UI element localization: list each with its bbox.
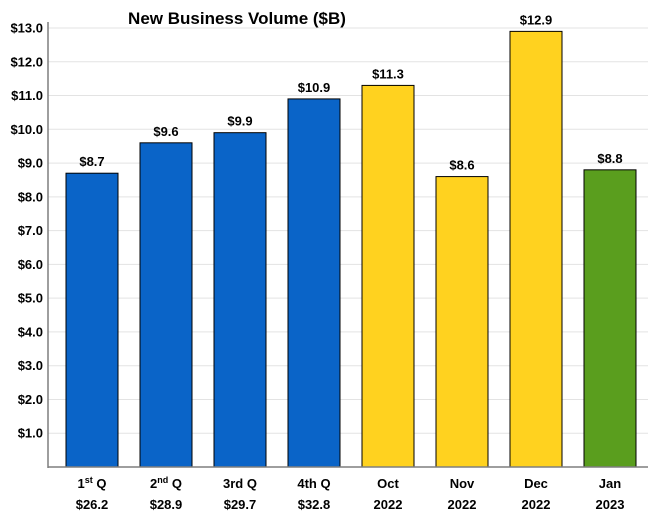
x-category-sublabel: $28.9	[150, 497, 183, 512]
data-label: $8.7	[79, 154, 104, 169]
x-category-sublabel: 2022	[522, 497, 551, 512]
data-label: $8.6	[449, 158, 474, 173]
bar	[583, 169, 637, 468]
x-category-sublabel: $29.7	[224, 497, 257, 512]
y-tick-label: $12.0	[10, 54, 43, 69]
y-tick-label: $10.0	[10, 122, 43, 137]
x-category-sublabel: $26.2	[76, 497, 109, 512]
y-tick-label: $5.0	[18, 291, 43, 306]
x-category-sublabel: $32.8	[298, 497, 331, 512]
bar	[65, 172, 119, 468]
data-label: $9.6	[153, 124, 178, 139]
y-tick-label: $7.0	[18, 223, 43, 238]
data-label: $10.9	[298, 80, 331, 95]
y-tick-label: $2.0	[18, 392, 43, 407]
x-category-label: 2nd Q	[150, 475, 182, 491]
x-category-label: Dec	[524, 476, 548, 491]
data-labels: $8.7 $9.6 $9.9 $10.9 $11.3 $8.6 $12.9 $8.8	[79, 12, 622, 172]
x-category-sublabel: 2023	[596, 497, 625, 512]
x-category-label: 4th Q	[297, 476, 330, 491]
x-category-label: Jan	[599, 476, 621, 491]
x-category-label: 3rd Q	[223, 476, 257, 491]
bar	[361, 84, 415, 468]
y-tick-label: $9.0	[18, 156, 43, 171]
y-tick-label: $1.0	[18, 426, 43, 441]
bar	[139, 142, 193, 468]
bars	[65, 30, 637, 468]
y-tick-label: $13.0	[10, 21, 43, 36]
data-label: $11.3	[372, 66, 404, 81]
y-tick-label: $8.0	[18, 189, 43, 204]
data-label: $9.9	[227, 114, 252, 129]
bar	[213, 132, 267, 468]
x-category-labels: 1st Q $26.2 2nd Q $28.9 3rd Q $29.7 4th Q $32.8…	[76, 475, 625, 512]
x-category-sublabel: 2022	[448, 497, 477, 512]
x-category-label: 1st Q	[78, 475, 107, 491]
data-label: $8.8	[597, 151, 622, 166]
bar	[509, 30, 563, 468]
y-tick-label: $6.0	[18, 257, 43, 272]
y-tick-label: $4.0	[18, 324, 43, 339]
y-tick-label: $3.0	[18, 358, 43, 373]
y-tick-label: $11.0	[11, 88, 43, 103]
bar	[287, 98, 341, 468]
bar	[435, 176, 489, 468]
x-category-sublabel: 2022	[374, 497, 403, 512]
y-tick-labels: $1.0 $2.0 $3.0 $4.0 $5.0 $6.0 $7.0 $8.0 $9.0 $10.…	[10, 21, 43, 441]
data-label: $12.9	[520, 12, 553, 27]
chart-title: New Business Volume ($B)	[128, 9, 346, 28]
x-category-label: Oct	[377, 476, 399, 491]
x-category-label: Nov	[450, 476, 475, 491]
